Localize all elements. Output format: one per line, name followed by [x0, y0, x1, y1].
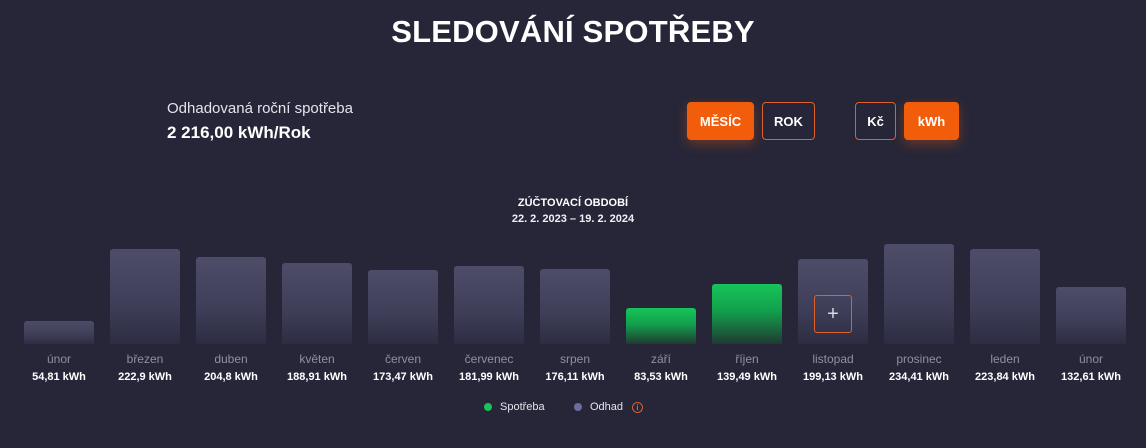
month-label: srpen: [559, 352, 591, 366]
month-value-label: 54,81 kWh: [32, 371, 86, 383]
page-title: SLEDOVÁNÍ SPOTŘEBY: [391, 14, 755, 49]
annual-estimate-value: 2 216,00 kWh/Rok: [167, 123, 311, 142]
bar-estimate: [884, 244, 954, 344]
kwh-toggle-button[interactable]: kWh: [904, 102, 959, 140]
month-value-label: 181,99 kWh: [459, 371, 519, 383]
month-value-label: 204,8 kWh: [204, 371, 258, 383]
month-label: říjen: [735, 352, 759, 366]
legend-label-estimate: Odhad: [590, 401, 624, 413]
bar-estimate: [454, 266, 524, 344]
billing-period-title: ZÚČTOVACÍ OBDOBÍ: [517, 197, 629, 209]
bar-estimate: [1056, 287, 1126, 344]
legend-label-actual: Spotřeba: [500, 401, 545, 413]
legend-item-estimate: Odhad i: [574, 401, 644, 413]
month-label: listopad: [812, 352, 854, 366]
legend-dot-actual: [484, 403, 492, 411]
month-value-label: 223,84 kWh: [975, 371, 1035, 383]
plus-icon: +: [827, 302, 839, 325]
billing-period-range: 22. 2. 2023 – 19. 2. 2024: [511, 213, 635, 225]
bar-estimate: [368, 270, 438, 344]
month-label: duben: [214, 352, 248, 366]
month-value-label: 83,53 kWh: [634, 371, 688, 383]
month-label: květen: [299, 352, 335, 366]
month-label: únor: [46, 352, 72, 366]
czk-toggle-button[interactable]: Kč: [855, 102, 896, 140]
bar-actual: [626, 308, 696, 344]
month-value-label: 173,47 kWh: [373, 371, 433, 383]
bar-estimate: [798, 259, 868, 344]
bar-estimate: [970, 249, 1040, 344]
bar-estimate: [110, 249, 180, 344]
month-label: únor: [1078, 352, 1104, 366]
month-value-label: 176,11 kWh: [545, 371, 605, 383]
month-label: červenec: [464, 352, 514, 366]
month-label: červen: [384, 352, 422, 366]
bar-estimate: [282, 263, 352, 344]
bar-estimate: [540, 269, 610, 344]
bar-actual: [712, 284, 782, 344]
legend-item-actual: Spotřeba: [484, 401, 545, 413]
bar-estimate: [24, 321, 94, 344]
month-toggle-button[interactable]: MĚSÍC: [687, 102, 754, 140]
info-icon[interactable]: i: [632, 401, 644, 413]
month-value-label: 199,13 kWh: [803, 371, 863, 383]
month-value-label: 139,49 kWh: [717, 371, 777, 383]
year-toggle-button[interactable]: ROK: [762, 102, 815, 140]
month-label: březen: [126, 352, 164, 366]
month-label: září: [650, 352, 671, 366]
annual-estimate-label: Odhadovaná roční spotřeba: [167, 100, 353, 117]
month-label: prosinec: [896, 352, 942, 366]
month-value-label: 234,41 kWh: [889, 371, 949, 383]
legend-dot-estimate: [574, 403, 582, 411]
bar-estimate: [196, 257, 266, 344]
add-reading-button[interactable]: +: [814, 295, 852, 333]
month-value-label: 132,61 kWh: [1061, 371, 1121, 383]
month-value-label: 222,9 kWh: [118, 371, 172, 383]
month-value-label: 188,91 kWh: [287, 371, 347, 383]
month-label: leden: [990, 352, 1020, 366]
